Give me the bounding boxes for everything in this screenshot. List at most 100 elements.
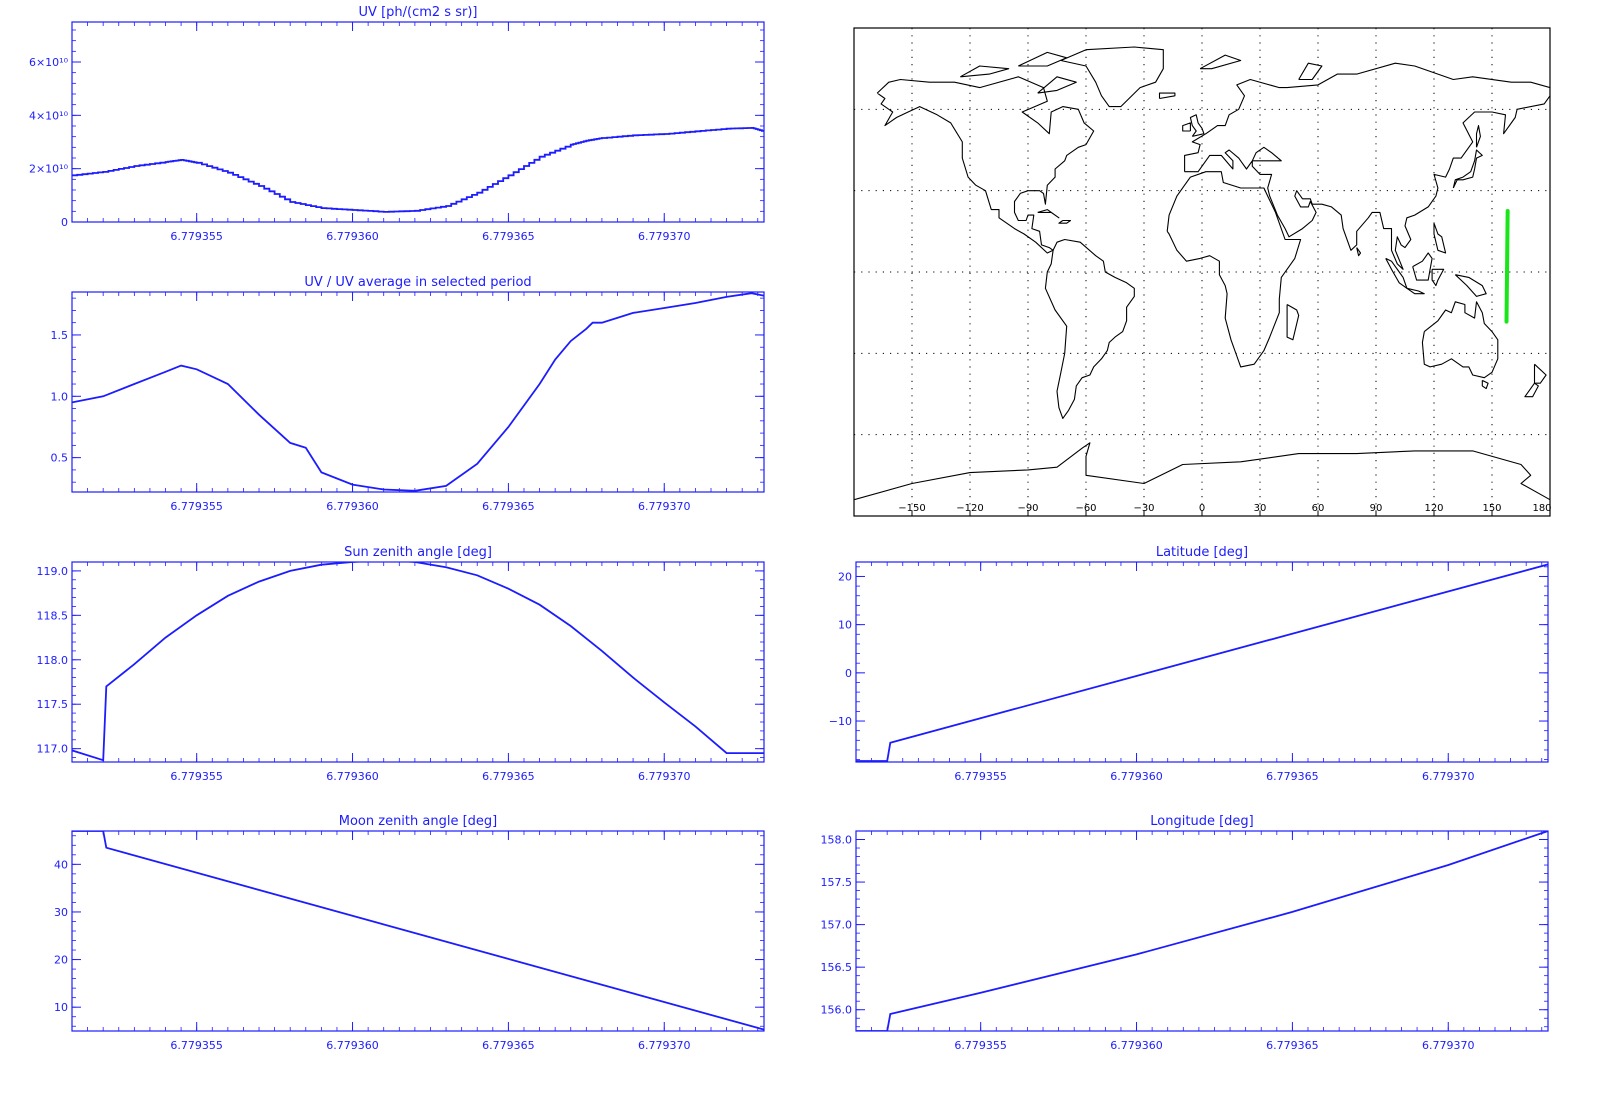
y-tick-label: 30: [54, 906, 68, 919]
map-lon-label: 150: [1482, 503, 1501, 514]
x-tick-label: 6.779365: [482, 1039, 535, 1052]
x-tick-label: 6.779370: [638, 770, 691, 783]
map-lon-label: 180: [1532, 503, 1551, 514]
y-tick-label: 156.5: [821, 961, 853, 974]
x-tick-label: 6.779355: [170, 1039, 223, 1052]
y-tick-label: 40: [54, 858, 68, 871]
plot-frame: [855, 561, 1549, 763]
coastline: [1454, 274, 1487, 297]
y-tick-label: −10: [829, 715, 852, 728]
panel-uv: UV [ph/(cm2 s sr)] 6.779355 6.779360 6.7793…: [29, 5, 765, 243]
y-tick-label: 20: [838, 570, 852, 583]
y-tick-label: 6×10¹⁰: [29, 56, 69, 69]
coastline: [1298, 62, 1323, 81]
coastline: [1189, 114, 1205, 137]
x-tick-label: 6.779355: [170, 230, 223, 243]
satellite-track: [1504, 209, 1510, 324]
y-tick-label: 10: [54, 1001, 68, 1014]
coastline: [1184, 62, 1550, 270]
y-tick-label: 158.0: [821, 834, 853, 847]
map-lon-label: −90: [1017, 503, 1038, 514]
x-tick-label: 6.779370: [638, 500, 691, 513]
coastline: [876, 76, 1095, 254]
map-lon-label: −60: [1075, 503, 1096, 514]
coastline: [1182, 122, 1191, 132]
x-tick-label: 6.779370: [638, 230, 691, 243]
series-line: [72, 831, 764, 1031]
y-tick-label: 4×10¹⁰: [29, 109, 69, 122]
x-tick-label: 6.779365: [1266, 770, 1319, 783]
x-tick-label: 6.779360: [326, 1039, 379, 1052]
panel-latitude: Latitude [deg] 6.779355 6.779360 6.779365 6.…: [829, 545, 1549, 783]
coastline: [1524, 382, 1539, 398]
y-tick-label: 118.0: [37, 654, 69, 667]
map-lon-label: 90: [1370, 503, 1383, 514]
plot-frame: [71, 21, 765, 223]
coastline: [1158, 92, 1176, 100]
coastline: [1018, 51, 1068, 67]
coastline: [1286, 304, 1300, 341]
y-tick-label: 1.5: [51, 329, 69, 342]
coastline: [1037, 209, 1060, 219]
series-line: [72, 292, 764, 492]
map-lon-label: 30: [1254, 503, 1267, 514]
panel-longitude: Longitude [deg] 6.779355 6.779360 6.779365 6…: [821, 814, 1549, 1052]
x-tick-label: 6.779365: [1266, 1039, 1319, 1052]
series-line: [72, 127, 764, 213]
coastline: [1060, 46, 1164, 108]
chart-title: Sun zenith angle [deg]: [344, 545, 492, 560]
x-tick-label: 6.779355: [954, 770, 1007, 783]
y-tick-label: 2×10¹⁰: [29, 163, 69, 176]
coastline: [1406, 287, 1425, 295]
map-content: [854, 28, 1550, 516]
x-tick-label: 6.779370: [638, 1039, 691, 1052]
x-tick-label: 6.779355: [170, 770, 223, 783]
coastline: [1481, 379, 1489, 390]
coastline: [1199, 54, 1242, 70]
chart-title: Moon zenith angle [deg]: [339, 814, 497, 829]
coastline: [1412, 252, 1433, 281]
coastline: [1356, 247, 1362, 257]
x-tick-label: 6.779360: [326, 230, 379, 243]
panel-moon-zenith: Moon zenith angle [deg] 6.779355 6.779360 6…: [54, 814, 765, 1052]
coastline: [1431, 268, 1445, 287]
x-tick-label: 6.779360: [1110, 1039, 1163, 1052]
coastline: [1037, 76, 1077, 94]
chart-title: Longitude [deg]: [1150, 814, 1253, 829]
coastline: [1533, 363, 1547, 384]
map-lon-label: 120: [1424, 503, 1443, 514]
series-line: [856, 563, 1548, 762]
y-tick-label: 20: [54, 954, 68, 967]
map-lon-label: −30: [1133, 503, 1154, 514]
y-tick-label: 118.5: [37, 609, 69, 622]
panel-sun-zenith: Sun zenith angle [deg] 6.779355 6.779360 6.…: [37, 545, 765, 783]
chart-title: UV [ph/(cm2 s sr)]: [359, 5, 478, 20]
map-lon-label: 60: [1312, 503, 1325, 514]
panel-uv-ratio: UV / UV average in selected period 6.7793…: [51, 275, 765, 513]
plot-frame: [71, 561, 765, 763]
y-tick-label: 0: [845, 667, 852, 680]
coastline: [1475, 125, 1481, 148]
x-tick-label: 6.779355: [954, 1039, 1007, 1052]
y-tick-label: 1.0: [51, 390, 69, 403]
map-lon-label: 0: [1199, 503, 1205, 514]
chart-title: Latitude [deg]: [1156, 545, 1248, 560]
x-tick-label: 6.779365: [482, 770, 535, 783]
y-tick-label: 157.0: [821, 919, 853, 932]
y-tick-label: 156.0: [821, 1004, 853, 1017]
y-tick-label: 117.0: [37, 743, 69, 756]
x-tick-label: 6.779360: [1110, 770, 1163, 783]
x-tick-label: 6.779365: [482, 500, 535, 513]
series-line: [856, 831, 1548, 1031]
coastline: [1166, 171, 1302, 368]
coastline: [960, 65, 1010, 78]
coastline: [1058, 219, 1072, 224]
y-tick-label: 117.5: [37, 698, 69, 711]
x-tick-label: 6.779370: [1422, 1039, 1475, 1052]
y-tick-label: 0.5: [51, 452, 69, 465]
x-tick-label: 6.779370: [1422, 770, 1475, 783]
map-lon-label: −150: [898, 503, 925, 514]
coastline: [1452, 149, 1483, 189]
coastline: [1421, 301, 1499, 379]
